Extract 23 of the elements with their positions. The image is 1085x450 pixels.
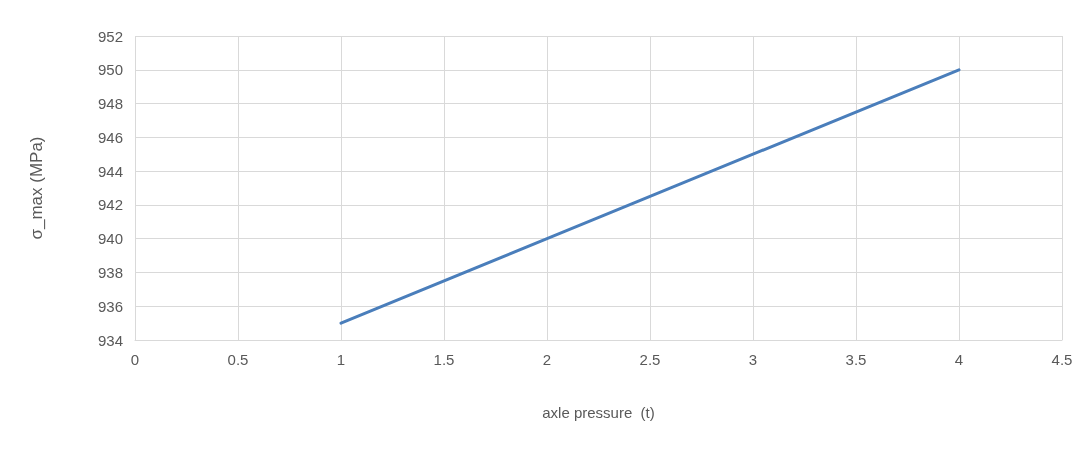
x-tick-label: 0.5	[227, 351, 249, 368]
x-tick-label: 1	[336, 351, 346, 368]
y-tick-label: 952	[97, 27, 123, 45]
y-tick-label: 934	[97, 331, 123, 349]
x-tick-label: 3.5	[845, 351, 867, 368]
y-tick-label: 948	[97, 95, 123, 113]
y-tick-label: 944	[97, 162, 123, 180]
x-tick-label: 1.5	[433, 351, 455, 368]
x-tick-label: 4.5	[1051, 351, 1073, 368]
y-axis-title: σ_max (MPa)	[27, 136, 46, 240]
x-tick-label: 2.5	[639, 351, 661, 368]
x-tick-label: 2	[542, 351, 552, 368]
y-tick-label: 938	[97, 263, 123, 281]
y-tick-label: 942	[97, 196, 123, 214]
x-tick-label: 4	[954, 351, 964, 368]
y-tick-label: 936	[97, 297, 123, 315]
y-tick-label: 946	[97, 128, 123, 146]
x-tick-label: 0	[130, 351, 140, 368]
y-tick-label: 940	[97, 230, 123, 248]
line-series	[339, 68, 961, 325]
x-axis-title: axle pressure (t)	[542, 404, 655, 421]
x-tick-label: 3	[748, 351, 758, 368]
y-tick-label: 950	[97, 61, 123, 79]
